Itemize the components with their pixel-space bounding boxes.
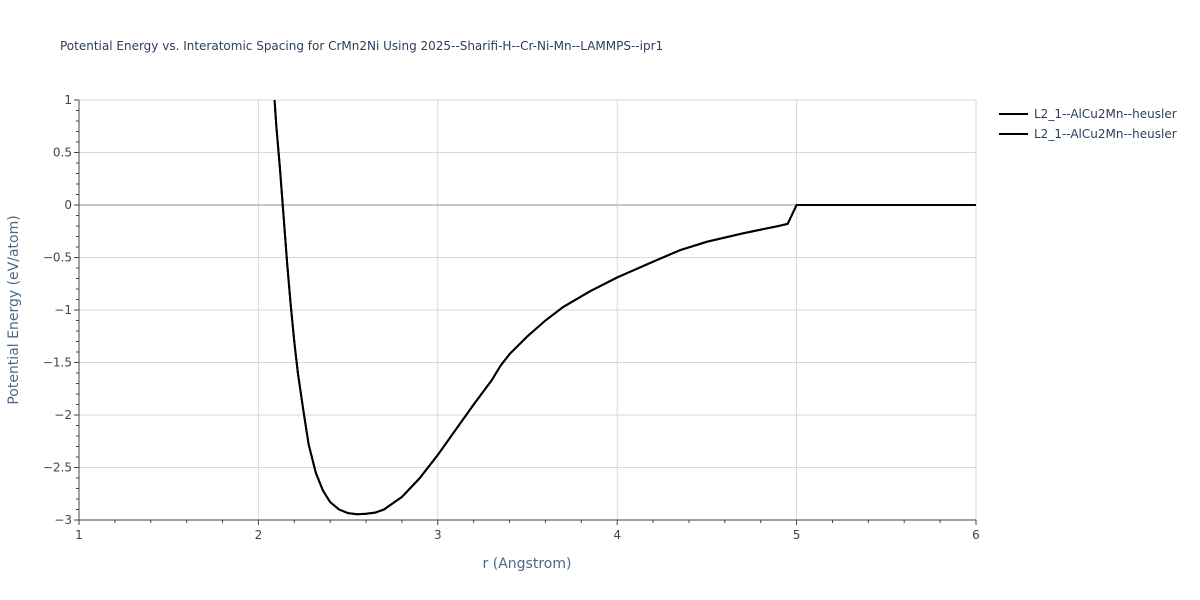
- x-tick-label: 5: [793, 528, 801, 542]
- y-tick-label: 0.5: [53, 146, 72, 160]
- y-tick-label: −0.5: [43, 251, 72, 265]
- y-tick-label: −3: [54, 513, 72, 527]
- x-tick-label: 6: [972, 528, 980, 542]
- y-tick-label: 0: [64, 198, 72, 212]
- legend-item-1[interactable]: L2_1--AlCu2Mn--heusler: [999, 107, 1177, 121]
- x-tick-label: 2: [255, 528, 263, 542]
- y-tick-label: 1: [64, 93, 72, 107]
- x-tick-label: 3: [434, 528, 442, 542]
- y-tick-label: −2.5: [43, 461, 72, 475]
- series-layer: [273, 100, 976, 516]
- y-tick-label: −2: [54, 408, 72, 422]
- axis-layer: 1 2 3 4 5 6 −3 −2.5 −2 −1.5 −1 −0.5 0 0.5 1: [43, 93, 980, 542]
- y-axis-title: Potential Energy (eV/atom): [6, 215, 22, 404]
- legend-item-2[interactable]: L2_1--AlCu2Mn--heusler: [999, 127, 1177, 141]
- y-tick-label: −1.5: [43, 356, 72, 370]
- legend-label: L2_1--AlCu2Mn--heusler: [1034, 127, 1177, 141]
- legend[interactable]: L2_1--AlCu2Mn--heusler L2_1--AlCu2Mn--heu…: [999, 107, 1177, 141]
- x-tick-label: 1: [75, 528, 83, 542]
- series-line-2: [273, 100, 976, 516]
- chart-title: Potential Energy vs. Interatomic Spacing…: [60, 39, 663, 53]
- grid-layer: [79, 99, 977, 520]
- x-tick-label: 4: [613, 528, 621, 542]
- y-tick-label: −1: [54, 303, 72, 317]
- legend-label: L2_1--AlCu2Mn--heusler: [1034, 107, 1177, 121]
- x-axis-title: r (Angstrom): [483, 556, 572, 572]
